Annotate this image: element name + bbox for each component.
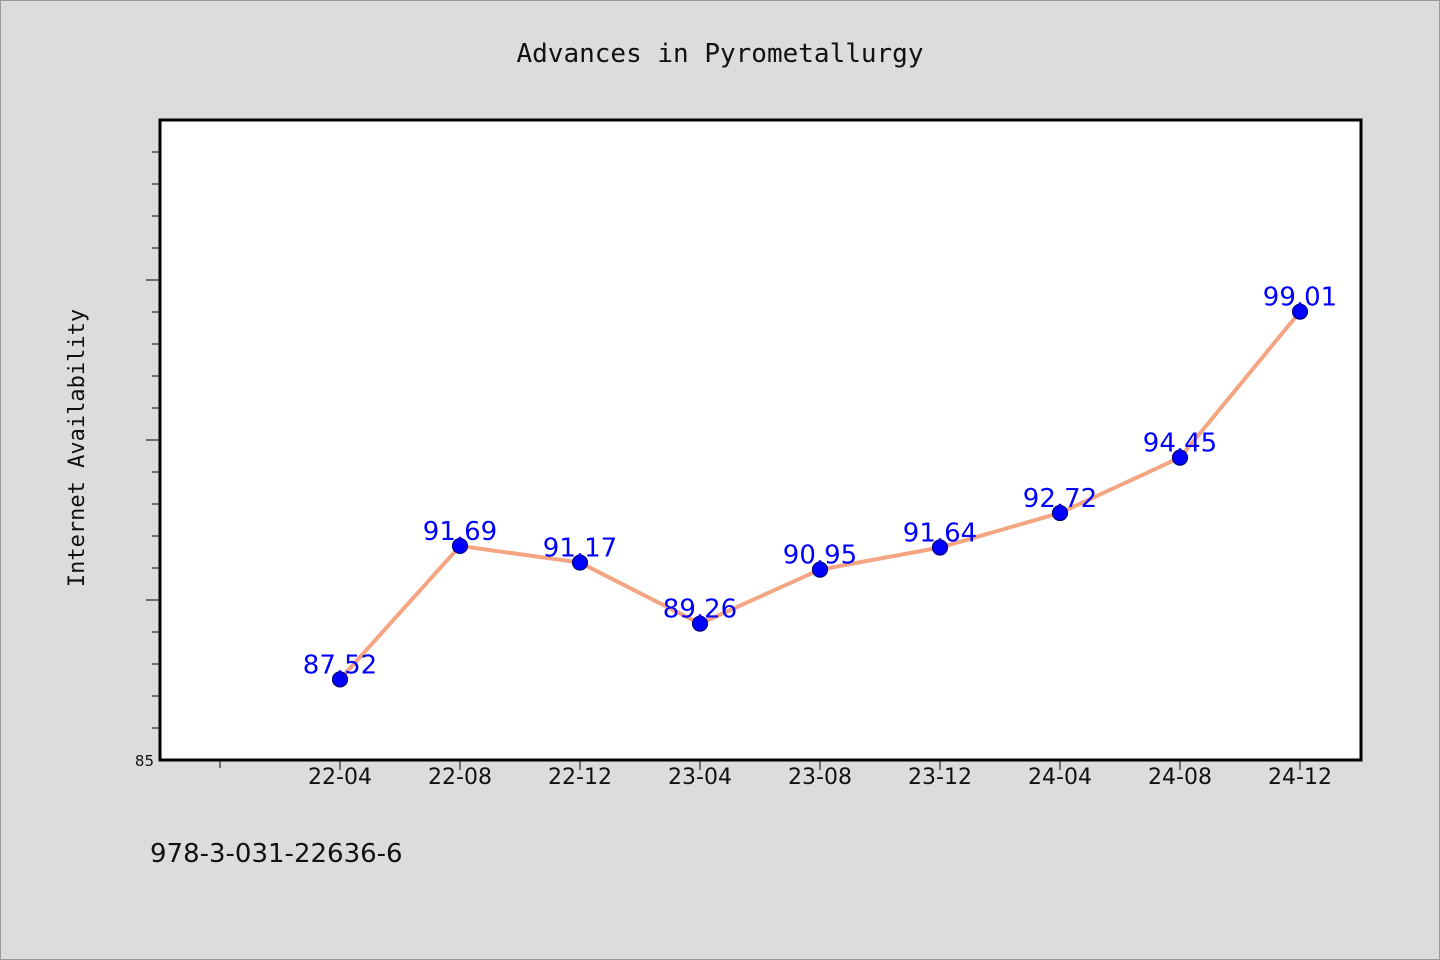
- data-label: 91.17: [543, 534, 617, 564]
- data-point: [1291, 303, 1309, 320]
- data-label: 90.95: [783, 541, 857, 571]
- data-label: 99.01: [1263, 283, 1337, 313]
- data-label: 92.72: [1023, 484, 1097, 514]
- x-tick-label: 23-04: [668, 765, 732, 790]
- data-point: [1051, 504, 1069, 522]
- x-tick-label: 23-12: [908, 765, 972, 790]
- data-label: 94.45: [1143, 429, 1217, 459]
- y-tick-label: 85: [135, 752, 154, 770]
- x-tick-label: 24-12: [1268, 765, 1332, 790]
- y-axis-ticks: 85: [135, 151, 160, 770]
- chart-title: Advances in Pyrometallurgy: [517, 39, 924, 69]
- data-label: 91.64: [903, 519, 977, 549]
- y-axis-label: Internet Availability: [65, 309, 90, 587]
- data-point: [691, 615, 709, 632]
- x-tick-label: 24-08: [1148, 765, 1212, 790]
- plot-area: [158, 118, 1363, 762]
- data-point: [331, 671, 349, 688]
- data-point: [1171, 449, 1189, 466]
- data-point: [451, 537, 469, 555]
- x-tick-label: 22-12: [548, 765, 612, 790]
- data-label: 89.26: [663, 595, 737, 625]
- x-tick-label: 23-08: [788, 765, 852, 790]
- x-axis-ticks: 22-04 22-08 22-12 23-04 23-08 23-12 24-04 24-08…: [219, 760, 1332, 790]
- x-tick-label: 22-04: [308, 765, 372, 790]
- data-label: 87.52: [303, 650, 377, 680]
- data-point: [811, 561, 829, 578]
- x-tick-label: 22-08: [428, 765, 492, 790]
- data-point: [571, 554, 589, 571]
- data-point: [931, 539, 949, 556]
- data-label: 91.69: [423, 517, 497, 547]
- isbn-text: 978-3-031-22636-6: [150, 839, 403, 869]
- data-labels: 87.52 91.69 91.17 89.26 90.95 91.64 92.72 94.45…: [303, 283, 1337, 681]
- series-markers: [331, 303, 1309, 688]
- x-tick-label: 24-04: [1028, 765, 1092, 790]
